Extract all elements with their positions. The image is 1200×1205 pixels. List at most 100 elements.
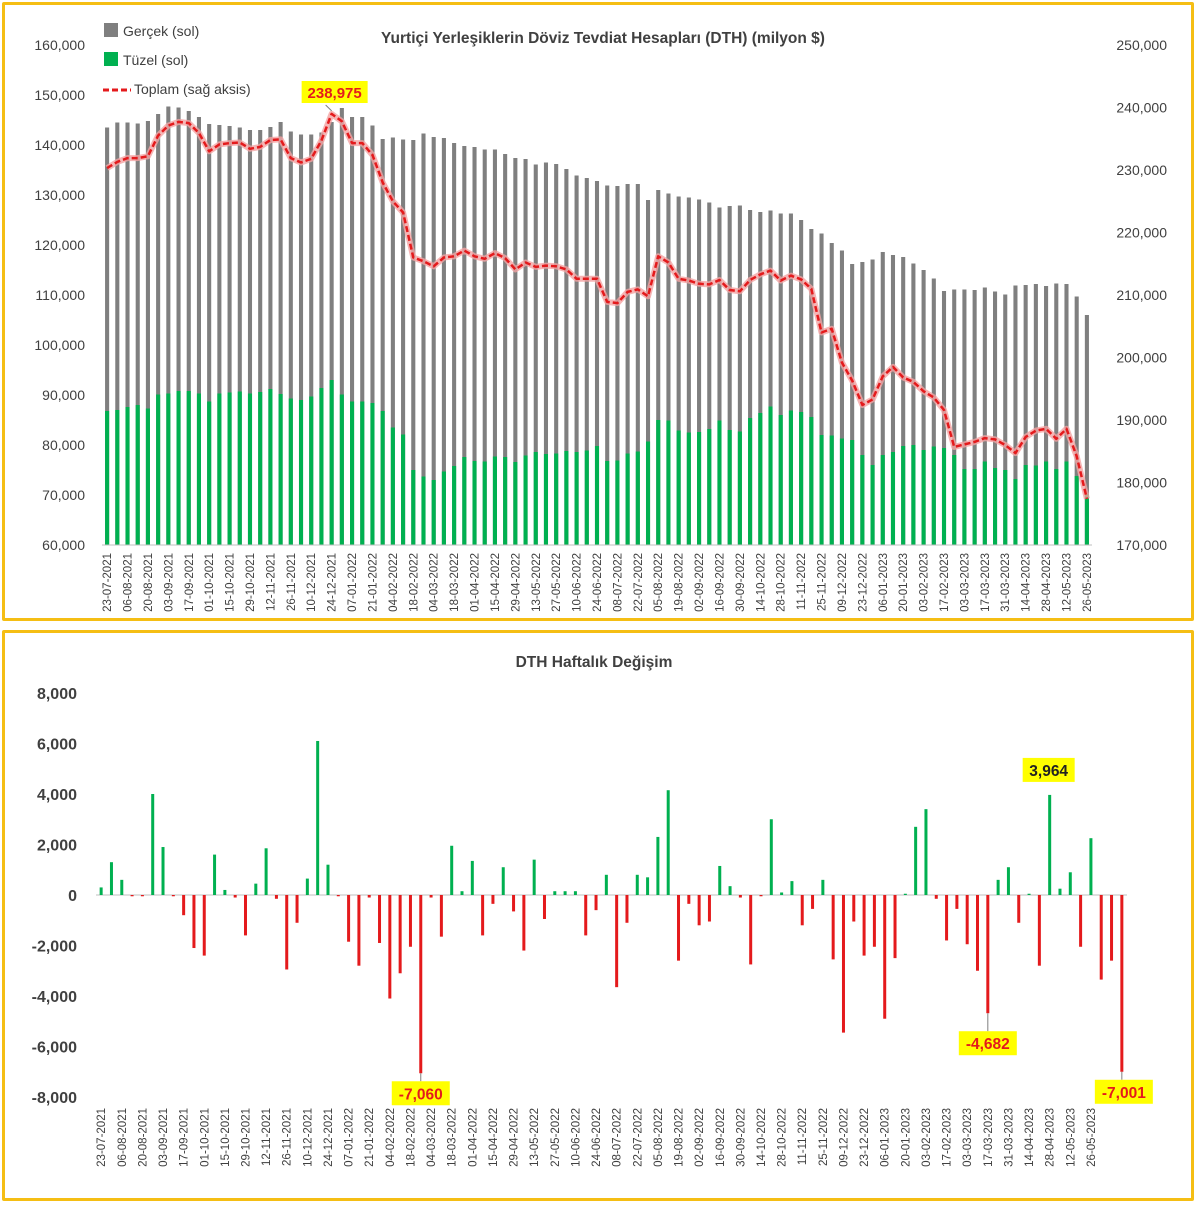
corporate-bar	[217, 393, 222, 545]
x-tick-label: 19-08-2022	[674, 1108, 686, 1167]
y-left-tick-label: 130,000	[34, 187, 85, 203]
x-tick-label: 03-03-2023	[959, 553, 971, 612]
x-tick-label: 01-04-2022	[467, 1108, 479, 1167]
corporate-bar	[196, 393, 201, 545]
x-tick-label: 14-10-2022	[756, 1108, 768, 1167]
negative-change-bar	[367, 895, 371, 898]
positive-change-bar	[264, 848, 268, 895]
gross-bar	[462, 146, 467, 545]
x-tick-label: 03-09-2021	[158, 1108, 170, 1167]
x-tick-label: 03-02-2023	[919, 553, 931, 612]
gross-bar	[993, 291, 998, 545]
positive-change-bar	[914, 826, 918, 895]
x-tick-label: 03-02-2023	[921, 1108, 933, 1167]
x-tick-label: 13-05-2022	[531, 553, 543, 612]
y-tick-label: -4,000	[32, 989, 77, 1006]
gross-bar	[962, 289, 967, 545]
gross-bar	[227, 126, 232, 545]
gross-bar	[727, 206, 732, 545]
x-tick-label: 03-03-2023	[962, 1108, 974, 1167]
x-tick-label: 07-01-2022	[344, 1108, 356, 1167]
x-tick-label: 17-03-2023	[983, 1108, 995, 1167]
positive-change-bar	[316, 740, 320, 895]
positive-change-bar	[790, 881, 794, 895]
corporate-bar	[564, 451, 569, 545]
gross-bar	[972, 290, 977, 545]
corporate-bar	[115, 410, 120, 545]
gross-bar	[890, 255, 896, 545]
positive-change-bar	[666, 790, 670, 895]
corporate-bar	[880, 455, 885, 545]
x-tick-label: 01-04-2022	[470, 553, 482, 612]
annotation-box	[1022, 757, 1075, 782]
corporate-bar	[390, 427, 395, 545]
x-tick-label: 03-09-2021	[163, 553, 175, 612]
chart-title: Yurtiçi Yerleşiklerin Döviz Tevdiat Hesa…	[381, 30, 825, 47]
corporate-bar	[727, 430, 732, 545]
corporate-bar	[788, 410, 793, 545]
gross-bar	[309, 134, 314, 545]
negative-change-bar	[182, 895, 186, 916]
gross-bar	[931, 278, 936, 545]
x-tick-label: 11-11-2022	[796, 553, 808, 610]
negative-change-bar	[738, 895, 742, 898]
x-tick-label: 23-07-2021	[96, 1108, 108, 1167]
corporate-bar	[594, 446, 600, 545]
x-tick-label: 06-08-2021	[123, 553, 135, 612]
positive-change-bar	[532, 859, 536, 895]
x-tick-label: 26-11-2021	[286, 553, 298, 611]
y-tick-label: 0	[68, 888, 77, 905]
weekly-change-chart-panel: DTH Haftalık Değişim 8,000 6,000 4,000 2,00…	[2, 630, 1194, 1201]
negative-change-bar	[171, 895, 175, 897]
gross-bar	[258, 130, 263, 545]
corporate-bar	[931, 446, 936, 545]
corporate-bar	[227, 392, 232, 545]
corporate-bar	[901, 446, 906, 545]
gross-bar	[1013, 285, 1018, 545]
chart-title: DTH Haftalık Değişim	[516, 654, 673, 671]
gross-bar	[145, 121, 150, 545]
y-right-tick-label: 180,000	[1116, 475, 1167, 491]
x-tick-label: 18-02-2022	[405, 1108, 417, 1167]
x-tick-label: 13-05-2022	[529, 1108, 541, 1167]
x-tick-label: 17-02-2023	[939, 553, 951, 612]
gross-bar	[411, 140, 416, 545]
gross-bar	[554, 164, 559, 545]
gross-bar	[268, 127, 273, 545]
y-tick-label: 8,000	[37, 686, 77, 703]
y-tick-label: -8,000	[32, 1090, 77, 1107]
corporate-bar	[605, 461, 610, 545]
negative-change-bar	[759, 895, 763, 897]
corporate-bar	[298, 400, 304, 545]
corporate-bar	[645, 441, 651, 545]
x-tick-label: 24-06-2022	[591, 1108, 603, 1167]
negative-change-bar	[1120, 895, 1124, 1072]
y-tick-label: 2,000	[37, 838, 77, 855]
y-right-tick-label: 250,000	[1116, 37, 1167, 53]
gross-bar	[196, 117, 201, 545]
corporate-bar	[431, 480, 436, 545]
negative-change-bar	[429, 895, 433, 898]
corporate-bar	[554, 453, 559, 545]
y-left-tick-label: 70,000	[42, 487, 85, 503]
x-tick-label: 22-07-2022	[632, 1108, 644, 1167]
corporate-bar	[309, 396, 314, 545]
positive-change-bar	[120, 879, 124, 895]
corporate-bar	[584, 450, 589, 545]
corporate-bar	[982, 461, 987, 545]
negative-change-bar	[512, 895, 516, 912]
x-tick-label: 01-10-2021	[199, 1108, 211, 1167]
negative-change-bar	[625, 895, 629, 923]
x-tick-label: 27-05-2022	[550, 1108, 562, 1167]
x-tick-label: 31-03-2023	[1000, 553, 1012, 612]
gross-bar	[401, 139, 406, 545]
x-tick-label: 20-08-2021	[143, 553, 155, 612]
gross-bar	[829, 243, 834, 545]
y-tick-label: 4,000	[37, 787, 77, 804]
x-tick-label: 30-09-2022	[735, 553, 747, 612]
corporate-bar	[237, 391, 242, 545]
negative-change-bar	[594, 895, 598, 911]
gross-bar	[645, 200, 651, 545]
positive-change-bar	[646, 877, 650, 895]
y-left-tick-label: 140,000	[34, 137, 85, 153]
